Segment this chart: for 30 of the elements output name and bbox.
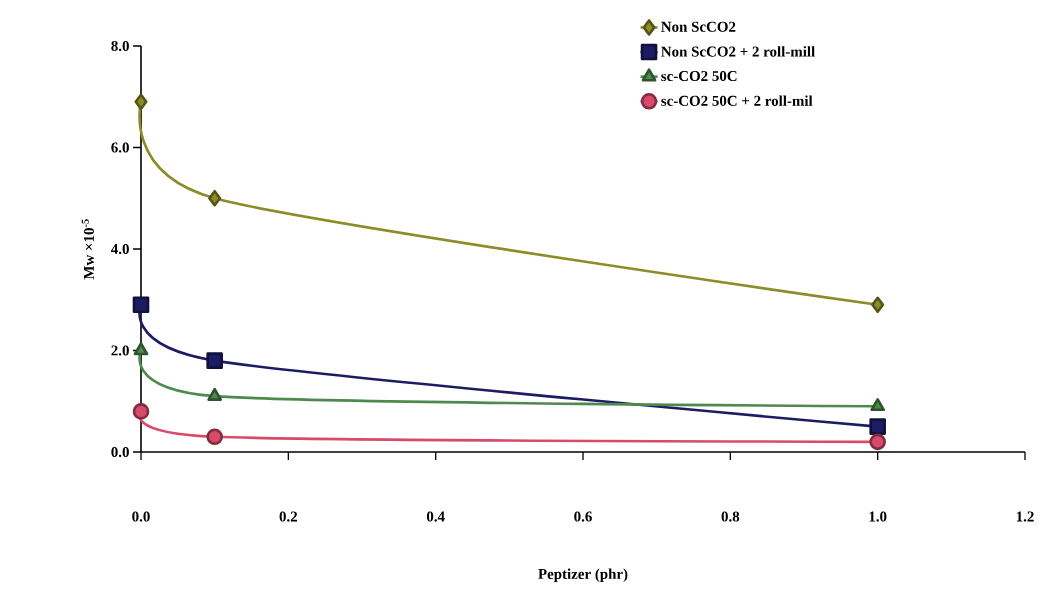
y-tick-label: 8.0 (111, 40, 129, 52)
point (871, 296, 885, 314)
point (133, 342, 149, 356)
y-axis-title: Mw ×10$^{-5}$ (81, 219, 94, 280)
y-tick-label: 6.0 (111, 142, 129, 153)
point (132, 403, 150, 420)
x-tick-label: 0.4 (426, 511, 445, 522)
y-tick-label: 2.0 (111, 345, 129, 356)
legend-label: sc-CO2 50C (661, 70, 737, 82)
point (206, 352, 223, 369)
x-tick-label: 0.2 (279, 511, 298, 522)
point (207, 387, 223, 401)
x-tick-label: 0.0 (132, 511, 150, 522)
point (870, 398, 886, 412)
y-tick-label: 4.0 (111, 243, 129, 255)
point (206, 428, 223, 446)
point (134, 93, 148, 111)
legend-label: sc-CO2 50C + 2 roll-mil (661, 95, 813, 106)
x-tick-label: 1.0 (869, 511, 887, 522)
x-tick-label: 0.8 (721, 511, 740, 522)
legend-label: Non ScCO2 + 2 roll-mill (661, 46, 815, 57)
legend-label: Non ScCO2 (661, 21, 736, 32)
point (208, 189, 222, 207)
x-tick-label: 1.2 (1016, 511, 1034, 522)
point (869, 433, 886, 451)
x-tick-label: 0.6 (574, 511, 592, 522)
x-axis-title: Peptizer (phr) (538, 568, 628, 583)
point (132, 296, 150, 314)
y-tick-label: 0.0 (111, 446, 129, 458)
point (869, 418, 886, 435)
